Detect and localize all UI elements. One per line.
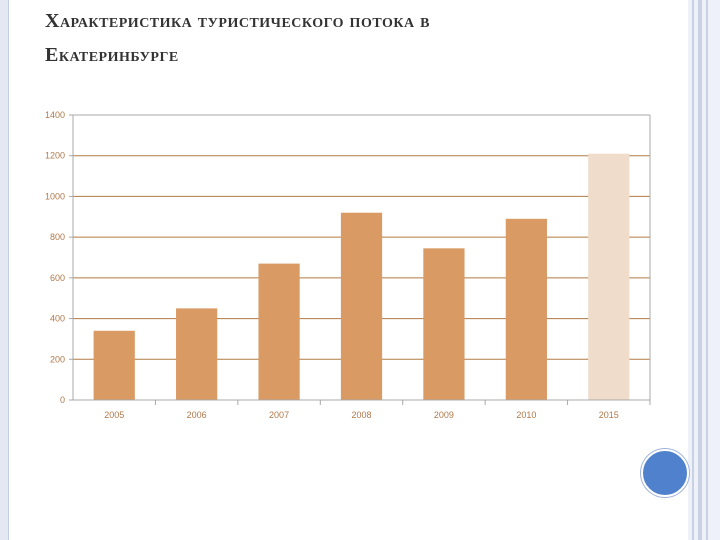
x-tick-label-2006: 2006	[187, 410, 207, 420]
y-tick-label: 1400	[45, 110, 65, 120]
x-tick-label-2007: 2007	[269, 410, 289, 420]
bar-2007	[258, 263, 300, 400]
y-tick-label: 200	[50, 354, 65, 364]
y-tick-label: 800	[50, 232, 65, 242]
bar-2005	[93, 330, 135, 400]
y-tick-labels: 0 200 400 600 800 1000 1200 1400	[45, 110, 65, 405]
x-tick-label-2005: 2005	[104, 410, 124, 420]
slide-title-line-1: Характеристика туристического потока в	[45, 10, 430, 32]
chart-axes	[69, 114, 651, 405]
decorative-circle-icon	[641, 449, 689, 497]
bar-2010	[505, 218, 547, 400]
slide-title-line-2: Екатеринбурге	[45, 44, 179, 66]
x-tick-label-2010: 2010	[516, 410, 536, 420]
bar-2015	[588, 153, 630, 400]
slide-title: Характеристика туристического потока в Е…	[45, 4, 665, 72]
y-tick-label: 600	[50, 273, 65, 283]
bar-2008	[340, 212, 383, 400]
x-tick-label-2015: 2015	[599, 410, 619, 420]
y-tick-label: 400	[50, 314, 65, 324]
slide-left-border	[0, 0, 9, 540]
y-tick-label: 1000	[45, 191, 65, 201]
bar-2006	[176, 308, 218, 400]
chart-bars	[93, 153, 630, 400]
slide-right-border	[688, 0, 720, 540]
bar-2009	[423, 248, 465, 400]
x-tick-label-2009: 2009	[434, 410, 454, 420]
x-tick-label-2008: 2008	[351, 410, 371, 420]
x-tick-labels: 2005 2006 2007 2008 2009 2010 2015	[104, 410, 619, 420]
y-tick-label: 1200	[45, 151, 65, 161]
y-tick-label: 0	[60, 395, 65, 405]
